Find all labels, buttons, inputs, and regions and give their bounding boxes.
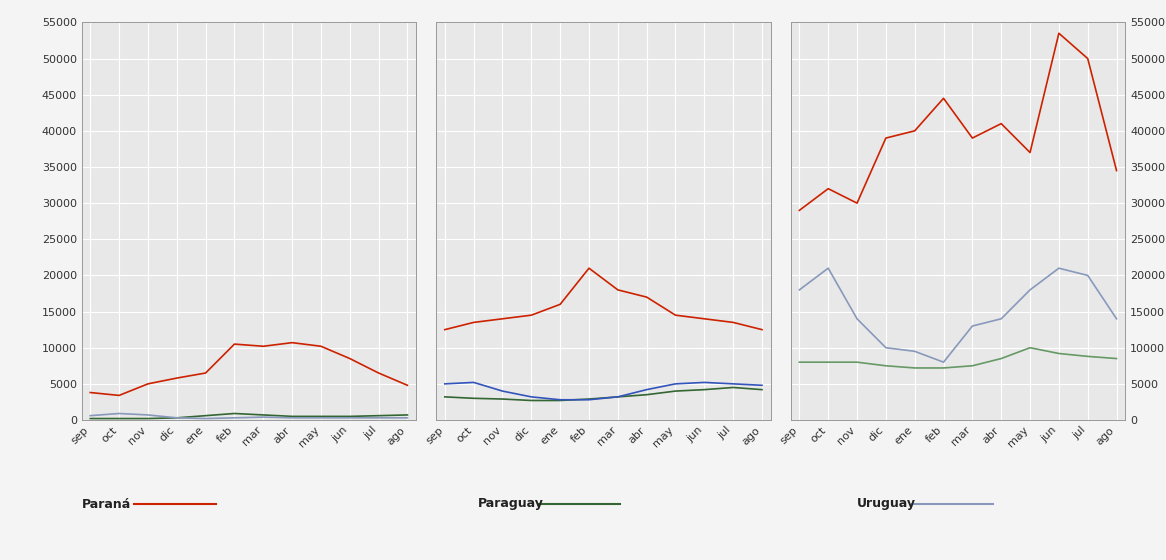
Text: Paraná: Paraná (82, 497, 131, 511)
Text: Uruguay: Uruguay (857, 497, 916, 511)
Text: Paraguay: Paraguay (478, 497, 543, 511)
